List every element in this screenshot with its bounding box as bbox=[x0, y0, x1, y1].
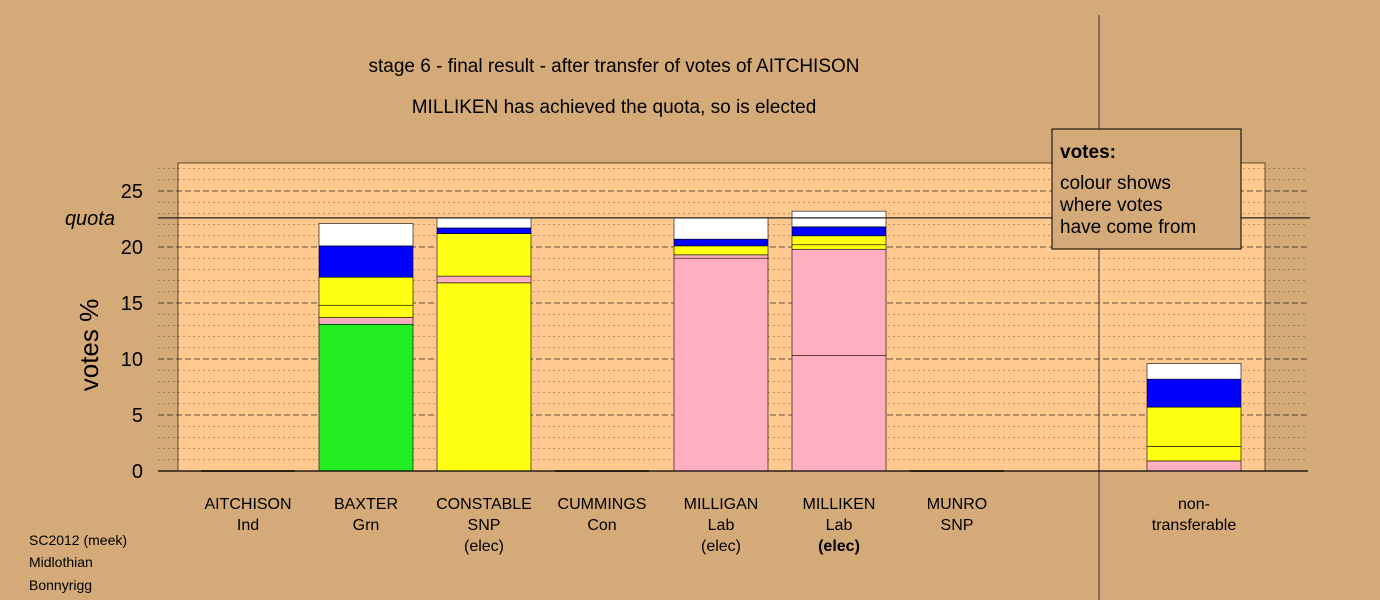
bar-segment-2-0 bbox=[436, 282, 532, 472]
bar-segment-5-4 bbox=[791, 226, 887, 237]
category-label: Lab bbox=[826, 517, 853, 534]
bar-segment-5-2 bbox=[791, 244, 887, 250]
bar-segment-7-2 bbox=[1146, 406, 1242, 447]
y-tick-label: 15 bbox=[121, 293, 143, 315]
bar-segment-2-2 bbox=[436, 233, 532, 277]
bar-segment-1-0 bbox=[318, 323, 414, 472]
category-label: CUMMINGS bbox=[558, 496, 647, 513]
y-tick-label: 20 bbox=[121, 237, 143, 259]
legend-line-2: where votes bbox=[1059, 195, 1162, 216]
bar-segment-5-1 bbox=[791, 248, 887, 356]
quota-label: quota bbox=[65, 208, 115, 230]
category-label: non- bbox=[1178, 496, 1210, 513]
category-label: SNP bbox=[941, 517, 974, 534]
bar-segment-1-2 bbox=[318, 304, 414, 318]
category-label: MILLIGAN bbox=[684, 496, 759, 513]
footer-line-2: Midlothian bbox=[29, 554, 93, 570]
bar-segment-7-3 bbox=[1146, 378, 1242, 408]
y-tick-label: 25 bbox=[121, 181, 143, 203]
category-label: Ind bbox=[237, 517, 259, 534]
bar-segment-7-1 bbox=[1146, 446, 1242, 462]
category-label: (elec) bbox=[701, 538, 741, 555]
category-label: AITCHISON bbox=[204, 496, 291, 513]
bar-segment-2-4 bbox=[436, 217, 532, 229]
bar-segment-4-0 bbox=[673, 257, 769, 472]
category-label: MILLIKEN bbox=[803, 496, 876, 513]
y-axis-label: votes % bbox=[74, 299, 104, 392]
y-tick-label: 10 bbox=[121, 349, 143, 371]
category-label: Lab bbox=[708, 517, 735, 534]
legend-box bbox=[1051, 128, 1242, 250]
bar-segment-5-3 bbox=[791, 235, 887, 246]
bar-segment-7-4 bbox=[1146, 363, 1242, 380]
footer-line-1: SC2012 (meek) bbox=[29, 532, 127, 548]
bar-segment-2-1 bbox=[436, 275, 532, 284]
bar-segment-4-4 bbox=[673, 217, 769, 240]
bar-segment-5-0 bbox=[791, 355, 887, 472]
bar-segment-7-0 bbox=[1146, 460, 1242, 472]
bar-segment-5-5 bbox=[791, 210, 887, 228]
chart-title: stage 6 - final result - after transfer … bbox=[368, 56, 859, 77]
legend-heading: votes: bbox=[1060, 142, 1116, 163]
y-tick-label: 5 bbox=[132, 405, 143, 427]
category-label: Grn bbox=[353, 517, 380, 534]
bar-segment-1-5 bbox=[318, 223, 414, 247]
chart-subtitle: MILLIKEN has achieved the quota, so is e… bbox=[412, 97, 817, 118]
category-label: BAXTER bbox=[334, 496, 398, 513]
legend-line-1: colour shows bbox=[1060, 173, 1171, 194]
y-tick-label: 0 bbox=[132, 461, 143, 483]
footer-line-3: Bonnyrigg bbox=[29, 577, 92, 593]
text-layer: stage 6 - final result - after transfer … bbox=[29, 56, 1236, 593]
bar-segment-1-4 bbox=[318, 245, 414, 278]
bar-segment-4-2 bbox=[673, 245, 769, 256]
bar-segment-1-1 bbox=[318, 317, 414, 325]
legend: votes: colour shows where votes have com… bbox=[1051, 128, 1242, 250]
category-label: SNP bbox=[468, 517, 501, 534]
category-label: Con bbox=[587, 517, 616, 534]
legend-line-3: have come from bbox=[1060, 217, 1196, 238]
bar-segment-4-3 bbox=[673, 238, 769, 247]
bar-segment-4-1 bbox=[673, 254, 769, 259]
category-label: MUNRO bbox=[927, 496, 987, 513]
category-label: CONSTABLE bbox=[436, 496, 532, 513]
bar-segment-2-3 bbox=[436, 227, 532, 234]
category-label: (elec) bbox=[818, 538, 860, 555]
category-label: transferable bbox=[1152, 517, 1237, 534]
bar-segment-1-3 bbox=[318, 276, 414, 306]
category-label: (elec) bbox=[464, 538, 504, 555]
